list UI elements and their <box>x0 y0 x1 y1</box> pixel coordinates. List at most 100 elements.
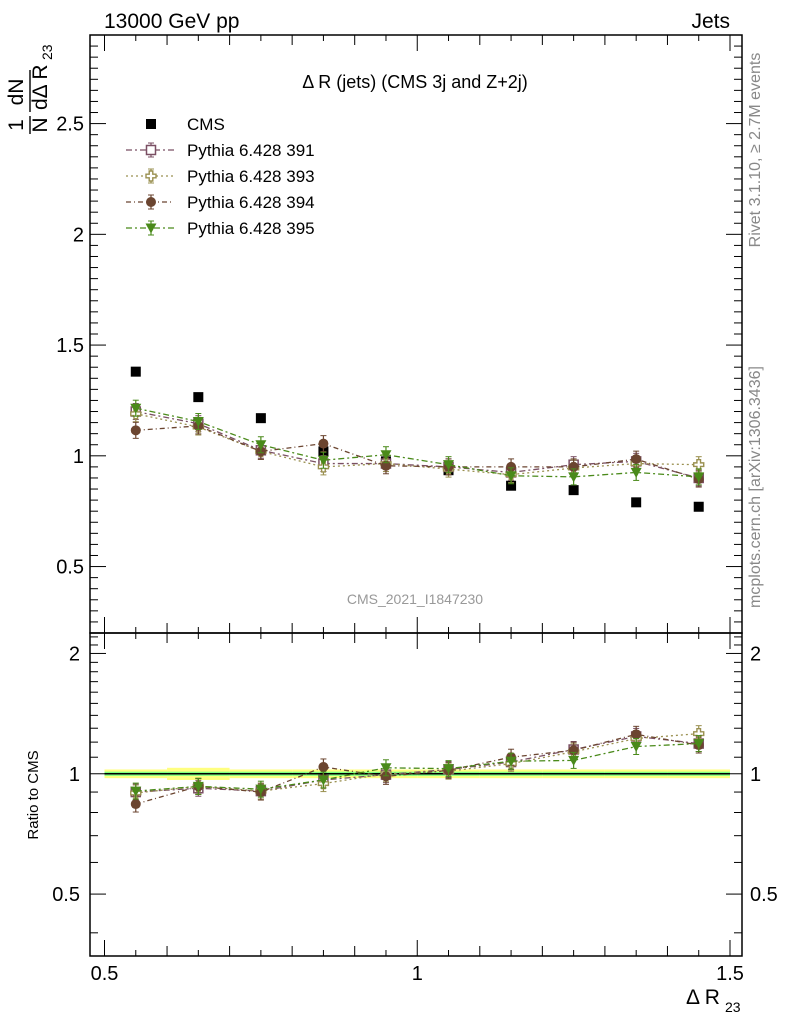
x-tick-label: 1.5 <box>716 963 744 985</box>
main-point <box>130 403 142 414</box>
ylabel-dn: dN <box>5 79 28 106</box>
ratio-point <box>693 727 705 740</box>
main-point <box>193 392 204 403</box>
ratio-point <box>130 786 142 797</box>
ratio-point <box>380 763 392 774</box>
main-point <box>568 472 580 483</box>
main-point <box>130 425 141 436</box>
main-y-tick-label: 2.5 <box>56 114 84 136</box>
legend-marker <box>145 223 157 234</box>
main-point <box>693 501 704 512</box>
main-point <box>693 472 705 483</box>
main-point <box>693 458 705 471</box>
ratio-point <box>568 755 580 766</box>
xlabel-main: Δ R <box>686 986 720 1009</box>
main-series-line <box>135 410 699 479</box>
legend-label: Pythia 6.428 393 <box>187 167 315 186</box>
legend-entry: Pythia 6.428 391 <box>126 141 315 160</box>
legend-label: Pythia 6.428 394 <box>187 193 315 212</box>
legend-entry: CMS <box>146 115 225 134</box>
ratio-series-3 <box>130 735 705 800</box>
main-point <box>255 440 267 451</box>
legend-label: CMS <box>187 115 225 134</box>
xlabel-sub: 23 <box>725 999 741 1015</box>
ratio-point <box>505 756 517 767</box>
ratio-point <box>630 742 642 753</box>
ratio-frame <box>89 632 743 957</box>
legend-label: Pythia 6.428 395 <box>187 219 315 238</box>
ratio-series-line <box>135 735 699 793</box>
main-point <box>568 485 579 496</box>
main-series-0 <box>130 366 704 512</box>
main-series-line <box>135 407 699 478</box>
energy-label: 13000 GeV pp <box>104 10 239 33</box>
ylabel-one: 1 <box>5 119 28 131</box>
ratio-point <box>317 775 329 786</box>
ratio-y-tick-label-right: 2 <box>750 643 761 665</box>
main-point <box>192 416 204 427</box>
ratio-series-line <box>135 733 699 805</box>
legend-entry: Pythia 6.428 395 <box>126 219 315 238</box>
ratio-y-tick-label-right: 0.5 <box>750 884 778 906</box>
topic-label: Jets <box>691 10 730 33</box>
main-series-2 <box>130 405 705 484</box>
x-tick-label: 1 <box>412 963 423 985</box>
main-point <box>630 467 642 478</box>
main-series-line <box>135 425 699 480</box>
legend-marker <box>145 144 157 156</box>
ratio-point <box>255 784 267 795</box>
mcplots-label: mcplots.cern.ch [arXiv:1306.3436] <box>747 366 764 608</box>
main-point <box>380 450 392 461</box>
legend: CMS Pythia 6.428 391 Pythia 6.428 393 Pythi… <box>126 115 315 238</box>
ratio-point <box>380 771 391 782</box>
main-point <box>506 461 517 472</box>
watermark: CMS_2021_I1847230 <box>347 591 483 607</box>
main-y-label: 1 N dN dΔ R 23 <box>5 44 55 134</box>
ratio-series-line <box>135 742 699 792</box>
main-series-4 <box>130 399 705 486</box>
main-point <box>317 455 329 466</box>
main-y-tick-label: 0.5 <box>56 557 84 579</box>
ratio-point <box>192 781 204 792</box>
main-point <box>505 471 517 482</box>
legend-marker <box>145 170 157 182</box>
main-y-tick-label: 1.5 <box>56 335 84 357</box>
rivet-label: Rivet 3.1.10, ≥ 2.7M events <box>747 53 764 248</box>
main-title: Δ R (jets) (CMS 3j and Z+2j) <box>302 72 528 92</box>
main-series-3 <box>130 417 704 488</box>
ratio-y-tick-label: 0.5 <box>52 884 80 906</box>
legend-label: Pythia 6.428 391 <box>187 141 315 160</box>
ratio-series-line <box>135 733 699 794</box>
legend-marker <box>146 197 156 207</box>
ratio-point <box>631 729 642 740</box>
ylabel-n: N <box>29 117 52 132</box>
ratio-series-1 <box>130 725 705 802</box>
ratio-y-tick-label: 1 <box>69 764 80 786</box>
ratio-point <box>443 764 455 775</box>
main-point <box>318 438 329 449</box>
ratio-panel: 0.5 1 1.5 0.5 0.5 1 1 2 2 Ratio to CMS Δ R 23 <box>25 632 778 1015</box>
ratio-y-label: Ratio to CMS <box>25 750 42 839</box>
main-y-tick-label: 1 <box>73 446 84 468</box>
main-point <box>631 454 642 465</box>
legend-marker <box>146 119 156 129</box>
legend-entry: Pythia 6.428 393 <box>126 167 315 186</box>
ratio-point <box>318 761 329 772</box>
main-panel: 0.5 1 1.5 2 2.5 Δ R (jets) (CMS 3j and Z+2j)… <box>5 34 743 634</box>
main-point <box>255 413 266 424</box>
main-point <box>568 461 579 472</box>
ratio-y-tick-label-right: 1 <box>750 764 761 786</box>
main-point <box>380 460 391 471</box>
ratio-point <box>693 739 705 750</box>
main-point <box>130 366 141 377</box>
main-point <box>631 497 642 508</box>
main-point <box>506 480 517 491</box>
ylabel-d: dΔ R <box>29 64 52 110</box>
legend-entry: Pythia 6.428 394 <box>126 193 315 212</box>
x-axis-label: Δ R 23 <box>686 986 741 1015</box>
main-point <box>443 460 455 471</box>
ylabel-sub: 23 <box>39 44 55 60</box>
main-y-tick-label: 2 <box>73 224 84 246</box>
x-tick-label: 0.5 <box>91 963 119 985</box>
